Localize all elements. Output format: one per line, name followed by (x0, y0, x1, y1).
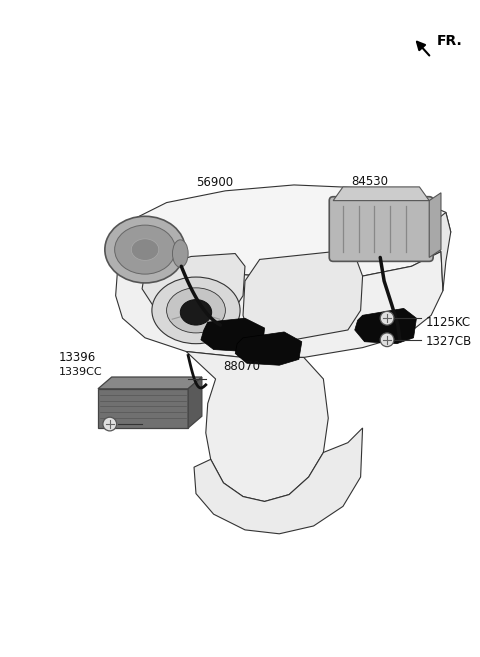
Polygon shape (194, 428, 362, 533)
Text: 1125KC: 1125KC (425, 315, 470, 328)
Ellipse shape (115, 225, 175, 274)
Circle shape (103, 417, 117, 431)
Polygon shape (188, 377, 202, 428)
Ellipse shape (105, 216, 185, 283)
Ellipse shape (180, 300, 212, 325)
Text: 1339CC: 1339CC (59, 367, 102, 377)
Polygon shape (116, 237, 443, 357)
Polygon shape (98, 389, 188, 428)
Polygon shape (98, 377, 202, 389)
Circle shape (380, 333, 394, 347)
Ellipse shape (167, 288, 226, 333)
Ellipse shape (172, 240, 188, 267)
Polygon shape (333, 187, 429, 200)
Text: 1327CB: 1327CB (425, 335, 471, 348)
Text: 88070: 88070 (223, 360, 261, 373)
Polygon shape (186, 351, 328, 501)
Polygon shape (142, 254, 245, 325)
Polygon shape (243, 250, 362, 340)
Polygon shape (355, 308, 417, 344)
Text: 13396: 13396 (59, 351, 96, 364)
Ellipse shape (132, 239, 159, 260)
Circle shape (380, 311, 394, 325)
Polygon shape (122, 185, 451, 279)
Ellipse shape (152, 277, 240, 344)
Polygon shape (235, 332, 302, 365)
Text: 56900: 56900 (196, 176, 233, 189)
Polygon shape (429, 193, 441, 258)
FancyBboxPatch shape (329, 196, 433, 261)
Polygon shape (421, 212, 451, 291)
Text: FR.: FR. (437, 34, 463, 48)
Text: 84530: 84530 (351, 175, 388, 188)
Polygon shape (201, 318, 264, 351)
